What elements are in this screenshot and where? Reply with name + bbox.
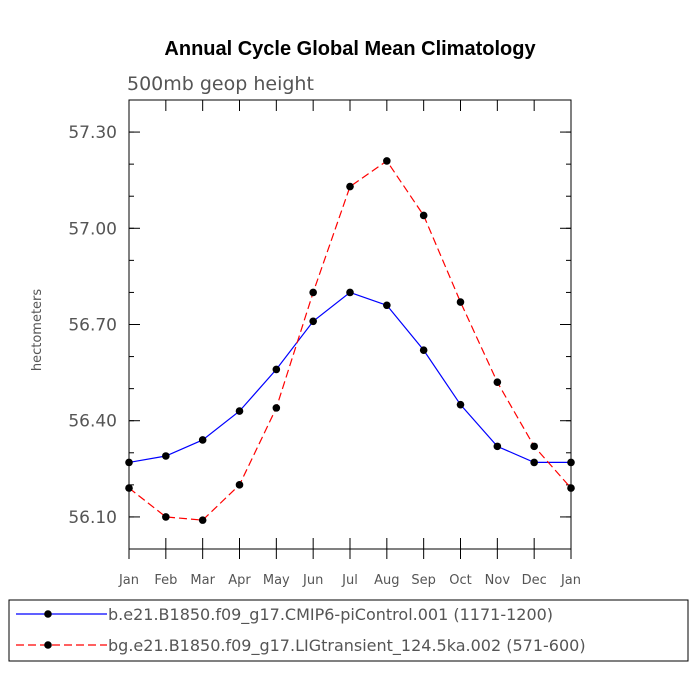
- x-tick-label: Dec: [522, 573, 547, 588]
- y-tick-label: 56.40: [68, 412, 117, 432]
- x-tick-label: Mar: [190, 573, 215, 588]
- data-point: [493, 378, 502, 387]
- plot-frame: [128, 99, 572, 550]
- legend-box: [8, 599, 689, 662]
- plot-axes: [128, 99, 572, 559]
- data-point: [419, 211, 428, 220]
- series-layer: [125, 157, 575, 524]
- series-1: [125, 288, 575, 467]
- legend-marker: [44, 610, 52, 618]
- data-point: [162, 513, 170, 521]
- x-tick-label: Jun: [302, 573, 323, 588]
- data-point: [309, 317, 317, 326]
- data-point: [272, 365, 281, 374]
- series-line: [128, 160, 572, 521]
- legend: b.e21.B1850.f09_g17.CMIP6-piControl.001 …: [8, 599, 689, 662]
- data-point: [198, 436, 207, 444]
- data-point: [162, 452, 170, 460]
- data-point: [493, 442, 502, 451]
- data-point: [125, 458, 133, 467]
- data-point: [567, 458, 575, 467]
- data-point: [346, 288, 354, 297]
- y-tick-label: 57.00: [68, 219, 117, 239]
- x-tick-label: Oct: [449, 573, 471, 588]
- data-point: [419, 346, 428, 354]
- data-point: [530, 442, 538, 451]
- data-point: [272, 404, 281, 412]
- x-tick-label: Jul: [341, 573, 358, 588]
- data-point: [235, 407, 244, 415]
- y-tick-label: 56.70: [68, 316, 117, 336]
- legend-marker: [44, 641, 52, 649]
- data-point: [235, 481, 244, 489]
- y-tick-label: 57.30: [68, 123, 117, 143]
- y-tick-label: 56.10: [68, 508, 117, 528]
- series-line: [128, 291, 571, 464]
- data-point: [567, 484, 575, 492]
- x-tick-label: Sep: [411, 573, 436, 588]
- legend-entry-1: b.e21.B1850.f09_g17.CMIP6-piControl.001 …: [108, 605, 553, 625]
- x-tick-labels: Jan Feb Mar Apr May Jun Jul Aug Sep Oct Nov Dec Jan: [118, 573, 581, 588]
- x-tick-label: Nov: [485, 573, 511, 588]
- x-tick-label: Jan: [118, 573, 139, 588]
- data-point: [346, 182, 354, 191]
- x-tick-label: Apr: [228, 573, 251, 588]
- data-point: [530, 458, 538, 467]
- series-2: [125, 157, 575, 524]
- data-point: [383, 157, 391, 165]
- data-point: [125, 484, 133, 492]
- x-tick-label: Aug: [374, 573, 399, 588]
- data-point: [456, 400, 465, 409]
- data-point: [309, 288, 317, 297]
- legend-entry-2: bg.e21.B1850.f09_g17.LIGtransient_124.5k…: [108, 636, 586, 656]
- chart-title: Annual Cycle Global Mean Climatology: [164, 38, 536, 60]
- x-tick-label: May: [263, 573, 290, 588]
- y-tick-labels: 56.10 56.40 56.70 57.00 57.30: [68, 123, 117, 528]
- x-tick-label: Feb: [154, 573, 177, 588]
- data-point: [198, 516, 207, 524]
- data-point: [456, 298, 465, 306]
- chart-subtitle: 500mb geop height: [127, 73, 314, 95]
- data-point: [383, 301, 391, 310]
- x-tick-label: Jan: [560, 573, 581, 588]
- y-axis-label: hectometers: [30, 289, 45, 372]
